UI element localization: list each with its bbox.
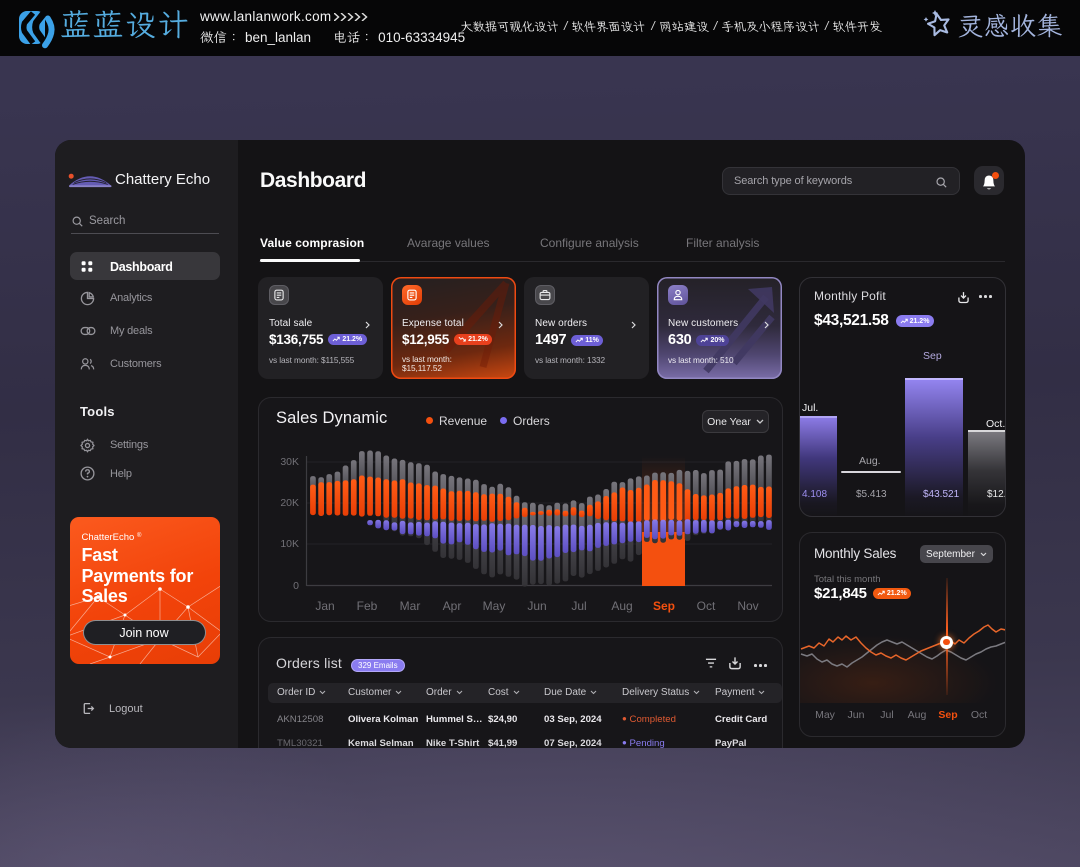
svg-text:Jan: Jan — [315, 599, 334, 613]
svg-text:Apr: Apr — [443, 599, 462, 613]
svg-text:20K: 20K — [280, 497, 299, 509]
svg-text:Sep: Sep — [653, 599, 675, 613]
svg-text:30K: 30K — [280, 456, 299, 468]
svg-text:0: 0 — [293, 580, 299, 592]
svg-text:Jun: Jun — [527, 599, 546, 613]
svg-text:Oct: Oct — [697, 599, 716, 613]
svg-text:Nov: Nov — [737, 599, 758, 613]
svg-text:Jul: Jul — [571, 599, 586, 613]
svg-text:Mar: Mar — [400, 599, 421, 613]
svg-text:May: May — [483, 599, 506, 613]
svg-text:Feb: Feb — [357, 599, 378, 613]
svg-text:10K: 10K — [280, 538, 299, 550]
svg-text:Aug: Aug — [611, 599, 632, 613]
